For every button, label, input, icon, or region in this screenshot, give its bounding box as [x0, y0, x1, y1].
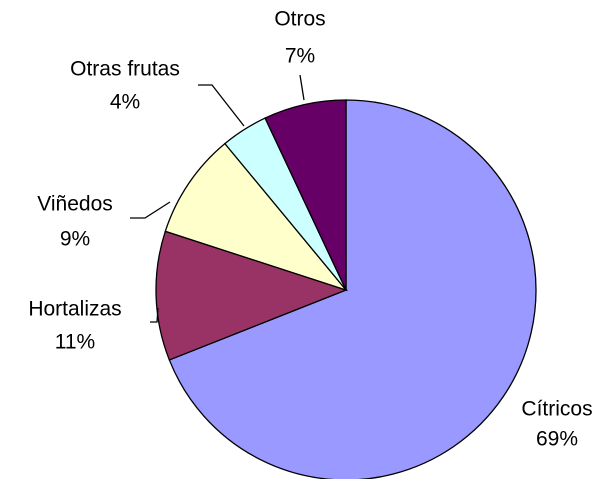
slice-label: Cítricos — [521, 398, 592, 421]
leader-line — [130, 201, 171, 219]
pie-slice — [164, 142, 348, 292]
slice-value-label: 9% — [60, 228, 90, 251]
slice-value-label: 69% — [536, 428, 578, 451]
slice-label: Otros — [274, 8, 325, 31]
leader-line — [299, 74, 305, 101]
slice-label: Hortalizas — [28, 298, 121, 321]
pie-slice — [155, 230, 348, 361]
slice-label: Otras frutas — [70, 58, 180, 81]
pie-slice — [264, 99, 347, 291]
slice-label: Viñedos — [37, 193, 113, 216]
slice-value-label: 11% — [55, 331, 95, 354]
pie-slice — [168, 99, 537, 479]
slice-value-label: 7% — [285, 45, 315, 68]
leader-line — [150, 307, 159, 323]
slice-value-label: 4% — [110, 91, 140, 114]
leader-line — [198, 84, 245, 127]
